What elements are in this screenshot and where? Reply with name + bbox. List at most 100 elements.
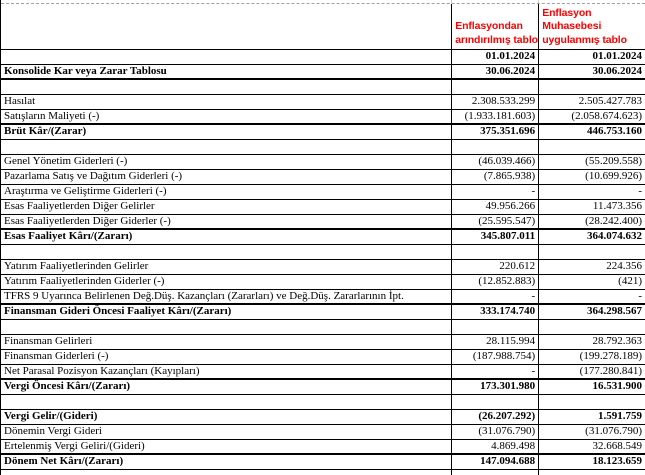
- header-empty-cell[interactable]: [1, 4, 453, 49]
- date-cell[interactable]: 30.06.2024: [452, 65, 540, 78]
- row-label-cell[interactable]: Net Parasal Pozisyon Kazançları (Kayıpla…: [1, 365, 453, 378]
- table-row: Satışların Maliyeti (-) (1.933.181.603) (2…: [1, 110, 645, 125]
- row-label-cell[interactable]: Finansman Gelirleri: [1, 335, 453, 349]
- value-cell-inflation[interactable]: (177.280.841): [579, 365, 642, 377]
- spacer-row: [1, 245, 645, 260]
- row-label-cell[interactable]: Pazarlama Satış ve Dağıtım Giderleri (-): [1, 170, 453, 184]
- value-cell-restated[interactable]: -: [452, 365, 540, 378]
- value-cell-inflation[interactable]: 364.298.567: [587, 305, 642, 317]
- value-cell-inflation[interactable]: 32.668.549: [592, 440, 643, 452]
- value-cell-inflation[interactable]: 1.591.759: [598, 410, 642, 422]
- empty-cell[interactable]: [539, 245, 645, 259]
- value-cell-inflation[interactable]: -: [638, 185, 642, 197]
- empty-cell[interactable]: [1, 395, 453, 409]
- value-cell-restated[interactable]: -: [452, 185, 540, 199]
- value-cell-inflation[interactable]: (199.278.189): [579, 350, 642, 362]
- table-row: Esas Faaliyetlerden Diğer Giderler (-) (2…: [1, 215, 645, 230]
- value-cell-restated[interactable]: 4.869.498: [452, 440, 540, 453]
- header-cell-restated-column[interactable]: Enflasyondan arındırılmış tablo: [452, 4, 540, 49]
- row-label-cell[interactable]: Esas Faaliyetlerden Diğer Giderler (-): [1, 215, 453, 228]
- value-cell-restated[interactable]: 173.301.980: [452, 380, 540, 394]
- row-label-cell[interactable]: Finansman Giderleri (-): [1, 350, 453, 364]
- empty-cell[interactable]: [539, 395, 645, 409]
- value-cell-inflation[interactable]: (55.209.558): [585, 155, 642, 167]
- empty-cell[interactable]: [1, 320, 453, 334]
- row-label-cell[interactable]: Hasılat: [1, 95, 453, 109]
- row-label-cell[interactable]: Araştırma ve Geliştirme Giderleri (-): [1, 185, 453, 199]
- value-cell-inflation[interactable]: 16.531.900: [592, 380, 643, 392]
- header-line: Muhasebesi: [542, 20, 602, 32]
- empty-cell[interactable]: [1, 80, 453, 94]
- value-cell-restated[interactable]: 345.807.011: [452, 230, 540, 244]
- value-cell-inflation[interactable]: (28.242.400): [585, 215, 642, 227]
- value-cell-restated[interactable]: (26.207.292): [452, 410, 540, 424]
- row-label-cell[interactable]: Dönem Net Kârı/(Zararı): [1, 455, 453, 469]
- row-label-cell[interactable]: Vergi Öncesi Kârı/(Zararı): [1, 380, 453, 394]
- value-cell-restated[interactable]: (46.039.466): [452, 155, 540, 169]
- spacer-row: [1, 320, 645, 335]
- header-cell-inflation-column[interactable]: Enflasyon Muhasebesi uygulanmış tablo: [539, 4, 645, 49]
- row-label-cell[interactable]: [1, 50, 453, 64]
- empty-cell[interactable]: [452, 245, 540, 259]
- value-cell-restated[interactable]: (12.852.883): [452, 275, 540, 289]
- date-cell[interactable]: 01.01.2024: [592, 50, 643, 62]
- empty-cell[interactable]: [539, 140, 645, 154]
- row-label-cell[interactable]: Esas Faaliyet Kârı/(Zararı): [1, 230, 453, 244]
- value-cell-restated[interactable]: -: [452, 290, 540, 303]
- empty-cell[interactable]: [452, 140, 540, 154]
- value-cell-restated[interactable]: 2.308.533.299: [452, 95, 540, 109]
- value-cell-restated[interactable]: 49.956.266: [452, 200, 540, 214]
- table-row: Brüt Kâr/(Zarar) 375.351.696 446.753.160: [1, 125, 645, 140]
- row-label-cell[interactable]: Vergi Gelir/(Gideri): [1, 410, 453, 424]
- value-cell-inflation[interactable]: 18.123.659: [592, 455, 643, 467]
- row-label-cell[interactable]: Yatırım Faaliyetlerinden Gelirler: [1, 260, 453, 274]
- empty-cell[interactable]: [539, 320, 645, 334]
- date-cell[interactable]: 01.01.2024: [452, 50, 540, 64]
- empty-cell[interactable]: [539, 80, 645, 94]
- value-cell-restated[interactable]: (31.076.790): [452, 425, 540, 439]
- statement-title-cell[interactable]: Konsolide Kar veya Zarar Tablosu: [1, 65, 453, 78]
- empty-cell[interactable]: [1, 245, 453, 259]
- value-cell-inflation[interactable]: 2.505.427.783: [578, 95, 642, 107]
- value-cell-restated[interactable]: 375.351.696: [452, 125, 540, 139]
- value-cell-inflation[interactable]: (2.058.674.623): [571, 110, 642, 122]
- empty-cell[interactable]: [452, 80, 540, 94]
- table-row: Finansman Giderleri (-) (187.988.754) (199…: [1, 350, 645, 365]
- value-cell-restated[interactable]: 28.115.994: [452, 335, 540, 349]
- date-cell[interactable]: 30.06.2024: [592, 65, 643, 77]
- statement-title-row: Konsolide Kar veya Zarar Tablosu 30.06.2…: [1, 65, 645, 80]
- value-cell-restated[interactable]: 333.174.740: [452, 305, 540, 319]
- empty-cell[interactable]: [1, 470, 453, 475]
- value-cell-restated[interactable]: (187.988.754): [452, 350, 540, 364]
- value-cell-inflation[interactable]: 224.356: [606, 260, 642, 272]
- row-label-cell[interactable]: Finansman Gideri Öncesi Faaliyet Kârı/(Z…: [1, 305, 453, 319]
- row-label-cell[interactable]: Ertelenmiş Vergi Geliri/(Gideri): [1, 440, 453, 453]
- empty-cell[interactable]: [539, 470, 645, 475]
- value-cell-inflation[interactable]: (421): [618, 275, 642, 287]
- value-cell-inflation[interactable]: (10.699.926): [585, 170, 642, 182]
- value-cell-inflation[interactable]: (31.076.790): [585, 425, 642, 437]
- row-label-cell[interactable]: Genel Yönetim Giderleri (-): [1, 155, 453, 169]
- value-cell-restated[interactable]: 220.612: [452, 260, 540, 274]
- value-cell-inflation[interactable]: 11.473.356: [592, 200, 642, 212]
- header-line: Enflasyon: [542, 6, 592, 19]
- row-label-cell[interactable]: Satışların Maliyeti (-): [1, 110, 453, 123]
- value-cell-inflation[interactable]: -: [638, 290, 642, 302]
- value-cell-restated[interactable]: (7.865.938): [452, 170, 540, 184]
- row-label-cell[interactable]: Dönemin Vergi Gideri: [1, 425, 453, 439]
- value-cell-inflation[interactable]: 28.792.363: [592, 335, 643, 347]
- empty-cell[interactable]: [1, 140, 453, 154]
- value-cell-restated[interactable]: (1.933.181.603): [452, 110, 540, 123]
- value-cell-inflation[interactable]: 364.074.632: [587, 230, 642, 242]
- row-label-cell[interactable]: TFRS 9 Uyarınca Belirlenen Değ.Düş. Kaza…: [1, 290, 453, 303]
- empty-cell[interactable]: [452, 470, 540, 475]
- empty-cell[interactable]: [452, 320, 540, 334]
- row-label-cell[interactable]: Esas Faaliyetlerden Diğer Gelirler: [1, 200, 453, 214]
- empty-cell[interactable]: [452, 395, 540, 409]
- value-cell-inflation[interactable]: 446.753.160: [587, 125, 642, 137]
- row-label-cell[interactable]: Yatırım Faaliyetlerinden Giderler (-): [1, 275, 453, 289]
- table-row: Esas Faaliyetlerden Diğer Gelirler 49.956…: [1, 200, 645, 215]
- value-cell-restated[interactable]: 147.094.688: [452, 455, 540, 469]
- value-cell-restated[interactable]: (25.595.547): [452, 215, 540, 228]
- row-label-cell[interactable]: Brüt Kâr/(Zarar): [1, 125, 453, 139]
